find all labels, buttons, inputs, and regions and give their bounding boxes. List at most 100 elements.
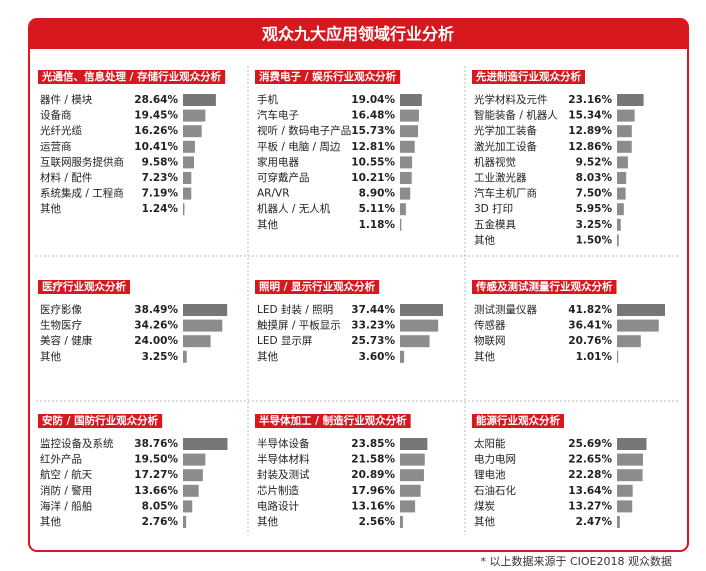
category-label: 汽车主机厂商 — [474, 187, 537, 200]
category-label: 触摸屏 / 平板显示 — [257, 319, 341, 332]
value-label: 1.50% — [576, 234, 613, 246]
category-label: 机器人 / 无人机 — [257, 202, 331, 215]
bar — [617, 350, 619, 363]
value-label: 10.41% — [134, 141, 178, 153]
panel-title: 半导体加工 / 制造行业观众分析 — [259, 414, 407, 427]
bar — [183, 484, 199, 497]
value-label: 13.64% — [568, 485, 612, 497]
bar — [617, 172, 627, 184]
value-label: 17.96% — [351, 485, 395, 497]
bar — [183, 304, 228, 316]
bar — [183, 500, 193, 513]
bar — [183, 187, 192, 200]
panel-title: 医疗行业观众分析 — [42, 280, 126, 293]
value-label: 13.66% — [134, 485, 178, 497]
panel-title: 照明 / 显示行业观众分析 — [259, 280, 376, 293]
category-label: 海洋 / 船舶 — [40, 499, 92, 512]
panel-title-bg — [38, 70, 226, 84]
value-label: 19.45% — [134, 110, 178, 122]
value-label: 7.50% — [576, 188, 613, 200]
value-label: 16.26% — [134, 125, 178, 137]
bar — [400, 125, 419, 138]
bar — [183, 140, 195, 153]
value-label: 2.56% — [359, 516, 396, 528]
bar — [617, 187, 626, 200]
category-label: 器件 / 模块 — [40, 94, 93, 106]
bar — [400, 203, 406, 216]
bar — [400, 218, 402, 231]
category-label: 太阳能 — [474, 437, 506, 450]
bar — [617, 304, 665, 316]
category-label: 其他 — [40, 515, 61, 528]
bar — [617, 109, 635, 122]
category-label: 消防 / 警用 — [40, 484, 92, 497]
value-label: 10.21% — [351, 172, 395, 184]
category-label: 其他 — [474, 515, 495, 528]
value-label: 16.48% — [351, 110, 395, 122]
value-label: 7.23% — [142, 172, 179, 184]
bar — [183, 335, 211, 348]
bar — [400, 304, 443, 316]
category-label: 电力电网 — [474, 453, 516, 466]
bar — [400, 94, 422, 106]
bar — [400, 140, 415, 153]
value-label: 36.41% — [568, 320, 612, 332]
category-label: LED 封装 / 照明 — [257, 303, 333, 316]
bar — [183, 453, 206, 466]
bar — [617, 500, 633, 513]
bar — [183, 172, 192, 184]
panel-title-bg — [255, 414, 411, 428]
category-label: 运营商 — [40, 140, 72, 153]
value-label: 28.64% — [134, 94, 178, 106]
category-label: 智能装备 / 机器人 — [474, 109, 558, 122]
panel-title: 传感及测试测量行业观众分析 — [475, 280, 613, 293]
panel-title-bg — [472, 70, 585, 84]
category-label: 生物医疗 — [40, 319, 82, 332]
bar — [400, 156, 413, 169]
value-label: 37.44% — [351, 304, 395, 316]
panel-title: 先进制造行业观众分析 — [476, 70, 581, 83]
panel-title-bg — [472, 414, 564, 428]
bar — [183, 516, 187, 528]
bar — [183, 156, 194, 169]
value-label: 22.28% — [568, 469, 612, 481]
value-label: 38.49% — [134, 304, 178, 316]
bar — [400, 350, 405, 363]
value-label: 9.52% — [576, 156, 613, 168]
bar — [400, 187, 411, 200]
bar — [617, 516, 620, 528]
bar — [183, 350, 187, 363]
category-label: 手机 — [257, 93, 278, 106]
category-label: 3D 打印 — [474, 202, 513, 215]
value-label: 23.16% — [568, 94, 612, 106]
value-label: 5.11% — [359, 203, 396, 215]
category-label: 其他 — [257, 350, 278, 363]
footnote: * 以上数据来源于 CIOE2018 观众数据 — [480, 554, 672, 568]
category-label: 系统集成 / 工程商 — [40, 187, 124, 200]
panel-title-bg — [255, 280, 380, 294]
value-label: 5.95% — [576, 203, 613, 215]
value-label: 1.24% — [142, 203, 179, 215]
bar — [400, 109, 419, 122]
category-label: 材料 / 配件 — [40, 171, 92, 184]
bar — [617, 484, 633, 497]
value-label: 8.03% — [576, 172, 613, 184]
category-label: 激光加工设备 — [474, 140, 537, 153]
value-label: 10.55% — [351, 156, 395, 168]
panel-title: 安防 / 国防行业观众分析 — [42, 414, 159, 427]
bar — [617, 218, 621, 231]
value-label: 1.01% — [576, 351, 613, 363]
category-label: 石油石化 — [474, 484, 516, 497]
category-label: 汽车电子 — [257, 109, 299, 122]
category-label: 其他 — [257, 218, 278, 231]
category-label: 煤炭 — [474, 499, 495, 512]
value-label: 15.73% — [351, 125, 395, 137]
category-label: 航空 / 航天 — [40, 468, 93, 481]
panel-title-bg — [255, 70, 401, 84]
category-label: 芯片制造 — [257, 484, 299, 497]
category-label: 医疗影像 — [40, 303, 82, 316]
value-label: 12.89% — [568, 125, 612, 137]
category-label: 光学加工装备 — [474, 124, 537, 137]
bar — [400, 172, 412, 184]
value-label: 13.16% — [351, 500, 395, 512]
